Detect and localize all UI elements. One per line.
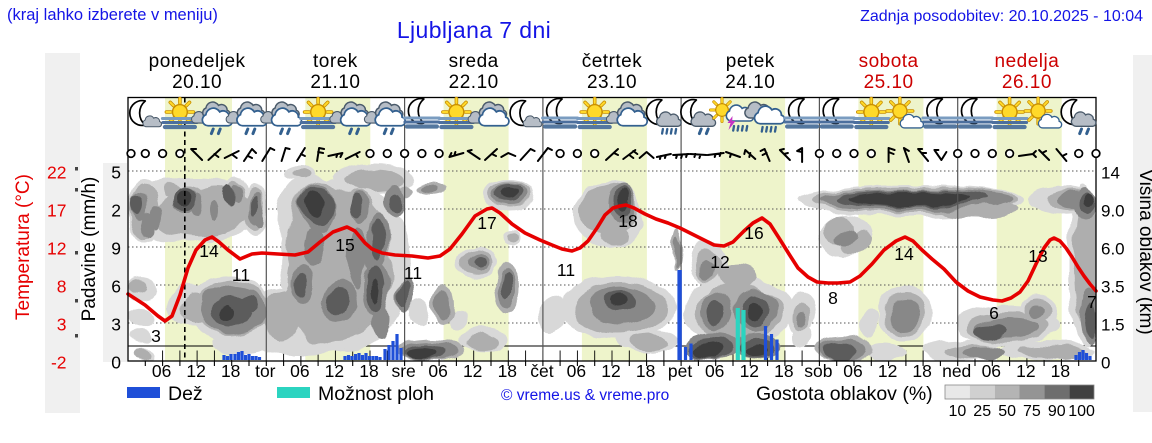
svg-text:Ljubljana 7 dni: Ljubljana 7 dni xyxy=(397,17,551,43)
svg-text:0: 0 xyxy=(111,353,121,373)
svg-text:14: 14 xyxy=(1101,164,1120,183)
svg-text:12: 12 xyxy=(878,361,897,381)
svg-text:06: 06 xyxy=(428,361,447,381)
svg-text:12: 12 xyxy=(710,252,729,272)
svg-text:06: 06 xyxy=(290,361,309,381)
svg-text:sobota: sobota xyxy=(859,51,919,72)
svg-text:5: 5 xyxy=(111,163,121,183)
svg-text:12: 12 xyxy=(1016,361,1035,381)
svg-text:18: 18 xyxy=(912,361,931,381)
svg-text:06: 06 xyxy=(982,361,1001,381)
svg-text:11: 11 xyxy=(557,260,575,280)
svg-text:11: 11 xyxy=(404,263,422,283)
svg-text:8: 8 xyxy=(828,288,838,308)
svg-text:18: 18 xyxy=(498,361,517,381)
svg-text:12: 12 xyxy=(601,361,620,381)
svg-text:17: 17 xyxy=(47,201,66,221)
svg-text:3.5: 3.5 xyxy=(1101,278,1125,297)
svg-text:06: 06 xyxy=(843,361,862,381)
svg-text:25: 25 xyxy=(973,403,991,420)
svg-text:1.5: 1.5 xyxy=(1101,316,1125,335)
svg-text:50: 50 xyxy=(998,403,1016,420)
svg-text:20.10: 20.10 xyxy=(172,72,222,93)
svg-text:2: 2 xyxy=(111,201,121,221)
svg-text:12: 12 xyxy=(47,239,66,259)
svg-text:tor: tor xyxy=(255,361,276,381)
svg-text:17: 17 xyxy=(477,213,496,233)
svg-text:3: 3 xyxy=(57,315,67,335)
svg-text:22: 22 xyxy=(47,163,66,183)
svg-text:Zadnja posodobitev: 20.10.2025: Zadnja posodobitev: 20.10.2025 - 10:04 xyxy=(860,8,1143,25)
svg-text:18: 18 xyxy=(1051,361,1070,381)
svg-text:ponedeljek: ponedeljek xyxy=(149,51,246,72)
svg-text:26.10: 26.10 xyxy=(1002,72,1052,93)
svg-text:12: 12 xyxy=(740,361,759,381)
svg-text:sob: sob xyxy=(804,361,832,381)
svg-text:18: 18 xyxy=(221,361,240,381)
svg-text:18: 18 xyxy=(774,361,793,381)
svg-text:9: 9 xyxy=(111,239,121,259)
svg-text:18: 18 xyxy=(359,361,378,381)
svg-text:22.10: 22.10 xyxy=(449,72,499,93)
svg-text:3: 3 xyxy=(111,315,121,335)
svg-text:12: 12 xyxy=(463,361,482,381)
svg-text:Gostota oblakov (%): Gostota oblakov (%) xyxy=(756,383,933,405)
svg-text:23.10: 23.10 xyxy=(587,72,637,93)
svg-text:Temperatura (°C): Temperatura (°C) xyxy=(13,174,34,320)
svg-text:06: 06 xyxy=(152,361,171,381)
svg-text:15: 15 xyxy=(335,235,354,255)
svg-text:Dež: Dež xyxy=(168,383,203,405)
svg-text:10: 10 xyxy=(949,403,967,420)
svg-text:14: 14 xyxy=(199,241,219,261)
svg-text:18: 18 xyxy=(636,361,655,381)
svg-text:12: 12 xyxy=(325,361,344,381)
svg-text:8: 8 xyxy=(57,277,67,297)
svg-text:(kraj lahko izberete v meniju): (kraj lahko izberete v meniju) xyxy=(7,6,218,24)
svg-text:-2: -2 xyxy=(51,353,67,373)
svg-text:Padavine (mm/h): Padavine (mm/h) xyxy=(79,177,100,322)
svg-text:6: 6 xyxy=(111,277,121,297)
svg-text:pet: pet xyxy=(668,361,692,381)
svg-text:13: 13 xyxy=(1028,246,1047,266)
svg-text:0: 0 xyxy=(1101,354,1110,373)
svg-text:7: 7 xyxy=(1087,292,1097,312)
svg-text:100: 100 xyxy=(1068,403,1095,420)
svg-text:24.10: 24.10 xyxy=(725,72,775,93)
svg-text:četrtek: četrtek xyxy=(582,51,643,72)
svg-text:18: 18 xyxy=(618,211,637,231)
svg-text:sre: sre xyxy=(391,361,415,381)
svg-text:75: 75 xyxy=(1023,403,1041,420)
svg-text:11: 11 xyxy=(232,265,250,285)
svg-text:06: 06 xyxy=(705,361,724,381)
svg-text:Možnost ploh: Možnost ploh xyxy=(318,383,434,405)
svg-text:Višina oblakov (km): Višina oblakov (km) xyxy=(1135,169,1152,334)
svg-text:petek: petek xyxy=(726,51,775,72)
svg-text:90: 90 xyxy=(1048,403,1066,420)
svg-text:6: 6 xyxy=(989,303,999,323)
svg-text:21.10: 21.10 xyxy=(310,72,360,93)
svg-text:25.10: 25.10 xyxy=(864,72,914,93)
svg-text:ned: ned xyxy=(942,361,971,381)
svg-text:sreda: sreda xyxy=(449,51,499,72)
svg-text:nedelja: nedelja xyxy=(995,51,1060,72)
svg-text:© vreme.us & vreme.pro: © vreme.us & vreme.pro xyxy=(501,387,669,404)
svg-text:čet: čet xyxy=(530,361,553,381)
svg-text:16: 16 xyxy=(744,223,763,243)
svg-text:3: 3 xyxy=(151,326,161,346)
svg-text:torek: torek xyxy=(313,51,358,72)
svg-text:9.0: 9.0 xyxy=(1101,202,1125,221)
svg-text:6.0: 6.0 xyxy=(1101,240,1125,259)
svg-text:14: 14 xyxy=(894,244,914,264)
svg-text:06: 06 xyxy=(567,361,586,381)
svg-text:12: 12 xyxy=(186,361,205,381)
